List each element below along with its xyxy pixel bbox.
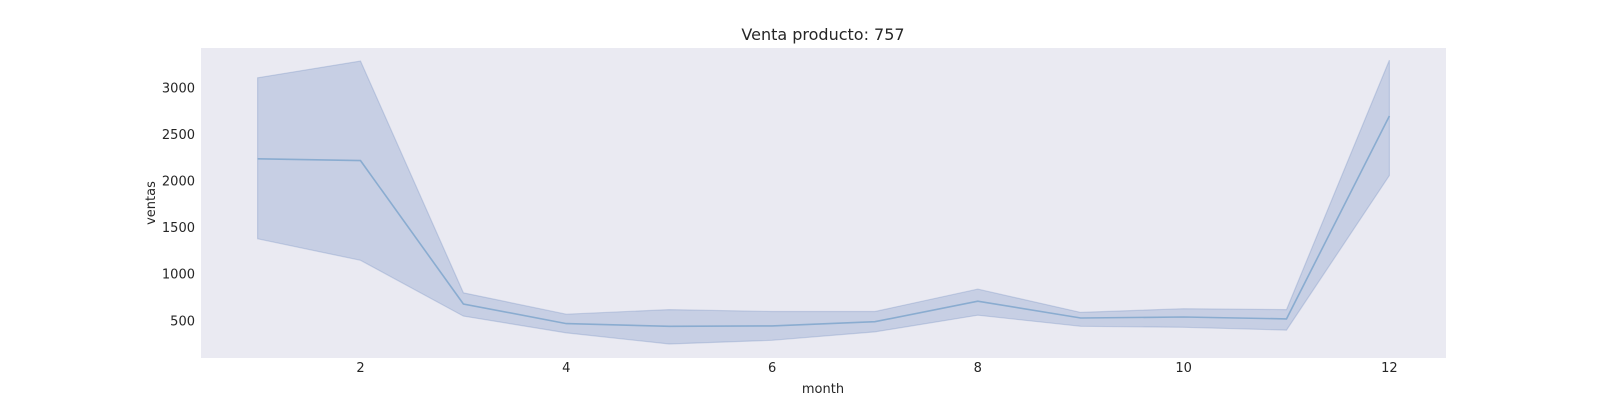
y-tick-label: 1500 bbox=[162, 221, 195, 236]
series-line-layer bbox=[257, 115, 1391, 328]
x-axis-label: month bbox=[802, 382, 844, 397]
x-tick-label: 8 bbox=[974, 361, 982, 376]
confidence-band bbox=[257, 59, 1391, 345]
x-tick-label: 2 bbox=[356, 361, 364, 376]
y-tick-label: 2500 bbox=[162, 128, 195, 143]
y-tick-label: 500 bbox=[170, 314, 195, 329]
series-line bbox=[257, 115, 1391, 328]
x-tick-label: 4 bbox=[562, 361, 570, 376]
x-tick-label: 6 bbox=[768, 361, 776, 376]
y-tick-label: 2000 bbox=[162, 175, 195, 190]
x-tick-labels: 2 4 6 8 10 12 bbox=[356, 361, 1397, 376]
plot-area bbox=[201, 48, 1446, 358]
chart-title: Venta producto: 757 bbox=[741, 25, 904, 44]
y-tick-labels: 500 1000 1500 2000 2500 3000 bbox=[162, 82, 195, 330]
x-tick-label: 10 bbox=[1175, 361, 1192, 376]
confidence-band-layer bbox=[257, 59, 1391, 345]
x-tick-label: 12 bbox=[1381, 361, 1398, 376]
y-axis-label: ventas bbox=[144, 181, 159, 225]
y-tick-label: 3000 bbox=[162, 82, 195, 97]
y-tick-label: 1000 bbox=[162, 268, 195, 283]
